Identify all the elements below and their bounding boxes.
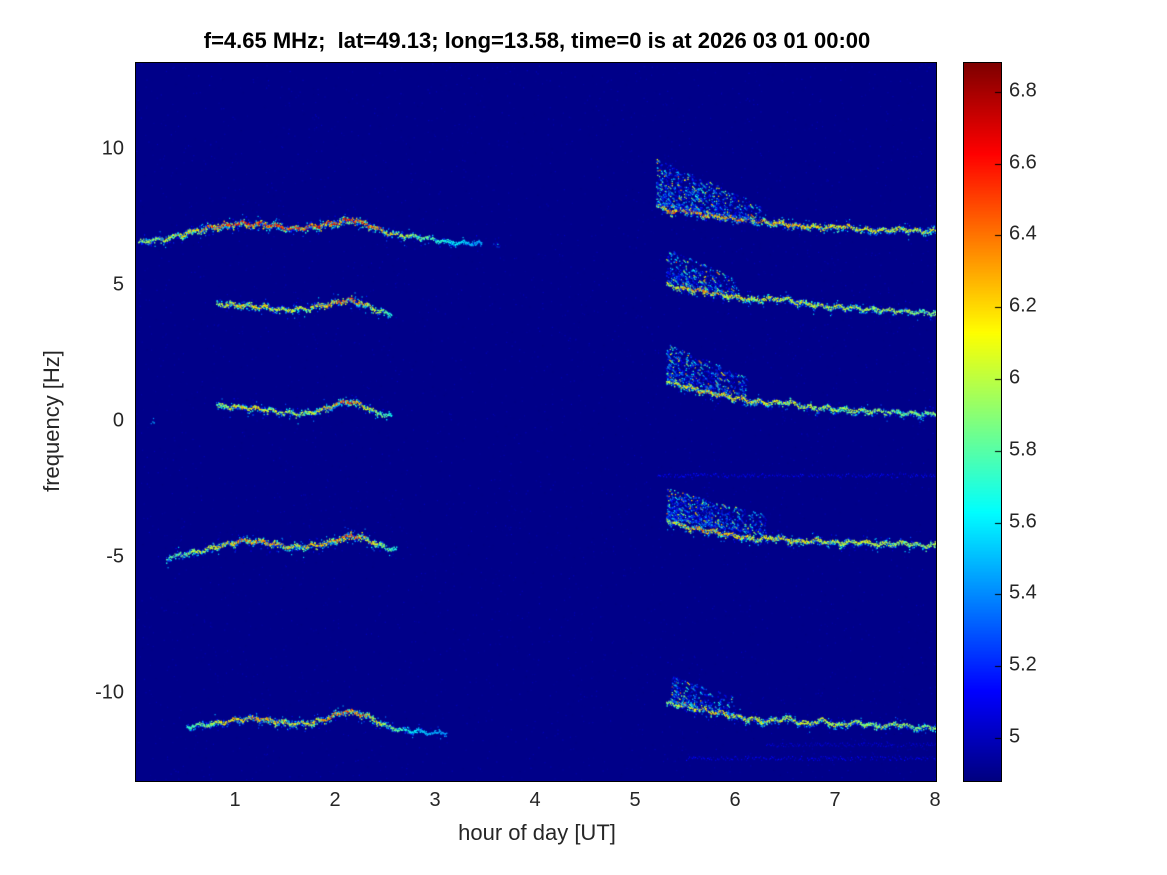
x-tick-label: 5 bbox=[629, 789, 641, 811]
x-tick-label: 4 bbox=[529, 789, 541, 811]
colorbar-tick-label: 5.6 bbox=[1009, 510, 1037, 533]
x-tick-label: 2 bbox=[329, 789, 341, 811]
colorbar-tick-label: 5 bbox=[1009, 725, 1021, 748]
colorbar-tick-label: 5.8 bbox=[1009, 438, 1037, 461]
x-tick-label: 7 bbox=[829, 789, 841, 811]
plot-area-frame bbox=[135, 62, 937, 782]
colorbar-tick-label: 6.8 bbox=[1009, 79, 1037, 102]
x-tick-label: 1 bbox=[229, 789, 241, 811]
plot-title: f=4.65 MHz; lat=49.13; long=13.58, time=… bbox=[203, 28, 871, 53]
colorbar bbox=[963, 62, 1002, 782]
y-axis-label: frequency [Hz] bbox=[39, 350, 64, 492]
y-tick-label: 5 bbox=[112, 273, 124, 296]
colorbar-tick-label: 6.4 bbox=[1009, 222, 1037, 245]
colorbar-tick-label: 5.2 bbox=[1009, 653, 1037, 676]
y-tick-label: 10 bbox=[101, 137, 124, 160]
x-tick-label: 3 bbox=[429, 789, 441, 811]
x-tick-label: 6 bbox=[729, 789, 741, 811]
x-tick-label: 8 bbox=[929, 789, 941, 811]
x-axis-label: hour of day [UT] bbox=[458, 820, 616, 845]
y-tick-label: 0 bbox=[112, 409, 124, 432]
colorbar-tick-label: 6.2 bbox=[1009, 294, 1037, 317]
spectrogram-canvas bbox=[136, 63, 936, 781]
colorbar-tick-label: 6 bbox=[1009, 366, 1021, 389]
y-tick-label: -10 bbox=[95, 681, 124, 704]
colorbar-tick-label: 5.4 bbox=[1009, 581, 1037, 604]
colorbar-canvas bbox=[964, 63, 1001, 781]
colorbar-tick-label: 6.6 bbox=[1009, 151, 1037, 174]
y-tick-label: -5 bbox=[106, 545, 124, 568]
